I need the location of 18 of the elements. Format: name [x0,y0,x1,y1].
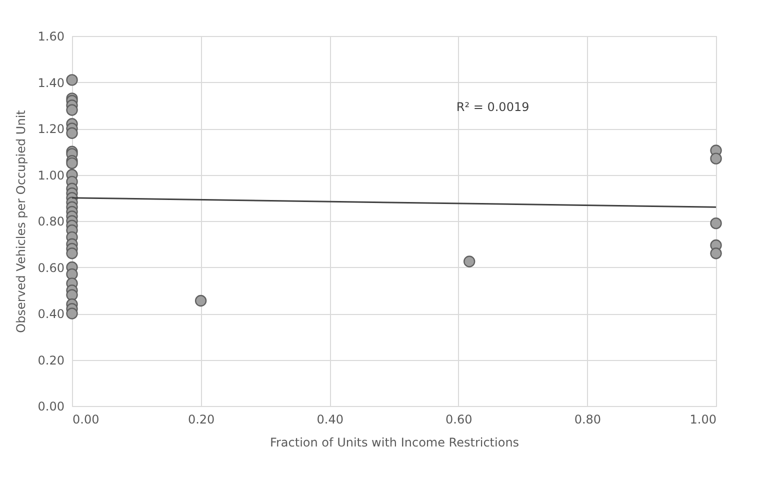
y-tick-label: 0.00 [38,400,64,414]
y-axis-title: Observed Vehicles per Occupied Unit [14,110,28,333]
x-tick-label: 0.20 [188,412,215,426]
x-tick-label: 0.00 [72,412,100,426]
x-tick-label: 0.60 [446,412,472,426]
y-tick-label: 1.40 [38,76,64,90]
y-tick-label: 1.60 [38,30,64,44]
x-axis-title: Fraction of Units with Income Restrictions [270,436,520,450]
x-tick-label: 0.40 [316,412,344,426]
y-tick-label: 1.20 [38,122,64,136]
y-tick-label: 0.20 [38,353,64,368]
y-tick-label: 0.40 [38,307,64,321]
y-tick-label: 1.00 [38,168,64,182]
y-tick-label: 0.80 [38,214,64,228]
x-tick-label: 1.00 [690,412,716,426]
x-tick-label: 0.80 [574,412,602,426]
annotation: R² = 0.0019 [456,100,530,114]
y-tick-label: 0.60 [38,260,64,275]
